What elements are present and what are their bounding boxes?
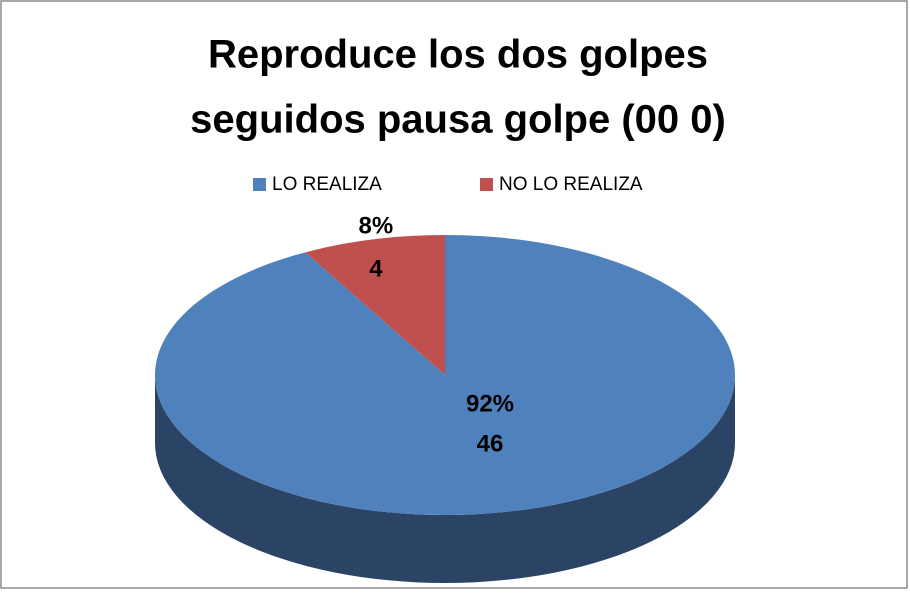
data-label-value: 46 [477,430,504,457]
data-label-value: 4 [369,256,383,283]
chart-title: seguidos pausa golpe (00 0) [190,98,726,142]
data-label-percent: 92% [466,390,514,417]
legend-label: LO REALIZA [272,174,382,195]
chart-title: Reproduce los dos golpes [208,33,708,77]
legend-swatch [253,178,266,191]
data-label-percent: 8% [359,213,394,240]
legend-swatch [480,178,493,191]
slice [305,235,445,375]
slice [154,235,735,515]
legend-label: NO LO REALIZA [499,174,643,195]
slice-side [155,375,735,583]
